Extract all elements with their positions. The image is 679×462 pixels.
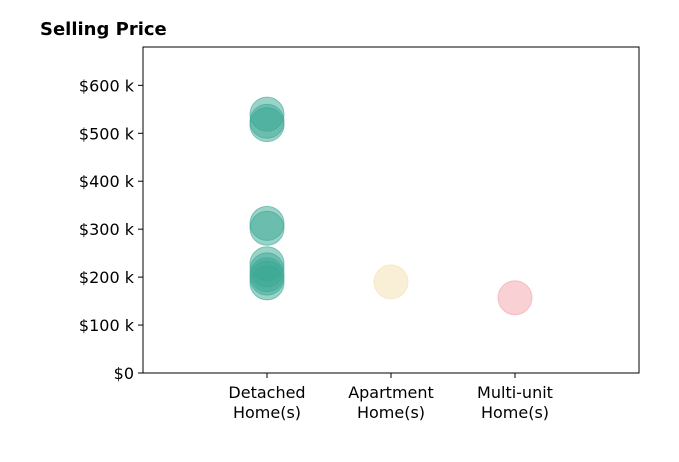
data-point xyxy=(497,280,533,316)
x-tick-label: Multi-unit xyxy=(477,383,553,402)
y-tick-label: $100 k xyxy=(79,316,135,335)
y-tick-label: $400 k xyxy=(79,172,135,191)
x-tick-label: Apartment xyxy=(348,383,434,402)
x-tick-label: Home(s) xyxy=(357,403,425,422)
axes-layer: $0 $100 k $200 k $300 k $400 k $500 k $600 k De… xyxy=(79,76,553,422)
points-layer xyxy=(249,96,533,316)
x-tick-label: Detached xyxy=(228,383,305,402)
y-tick-label: $200 k xyxy=(79,268,135,287)
y-tick-label: $600 k xyxy=(79,76,135,95)
y-tick-label: $500 k xyxy=(79,124,135,143)
y-tick-label: $300 k xyxy=(79,220,135,239)
x-tick-label: Home(s) xyxy=(481,403,549,422)
x-tick-label: Home(s) xyxy=(233,403,301,422)
data-point xyxy=(249,107,285,143)
y-tick-label: $0 xyxy=(114,364,134,383)
data-point xyxy=(249,210,285,246)
data-point xyxy=(249,265,285,301)
plot-frame xyxy=(142,46,640,374)
chart-title: Selling Price xyxy=(40,19,167,40)
data-point xyxy=(373,264,409,300)
